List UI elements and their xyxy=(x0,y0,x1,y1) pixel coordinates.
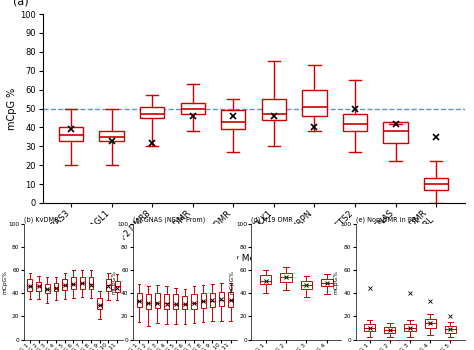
PathPatch shape xyxy=(364,324,375,331)
PathPatch shape xyxy=(301,281,312,289)
Y-axis label: mCpG%: mCpG% xyxy=(2,270,7,294)
PathPatch shape xyxy=(146,294,151,309)
PathPatch shape xyxy=(27,279,32,291)
PathPatch shape xyxy=(260,275,271,284)
PathPatch shape xyxy=(89,277,93,289)
PathPatch shape xyxy=(384,327,395,332)
PathPatch shape xyxy=(36,282,41,291)
PathPatch shape xyxy=(262,99,286,120)
Text: (d) H19 DMR: (d) H19 DMR xyxy=(251,216,293,223)
PathPatch shape xyxy=(210,293,215,307)
Y-axis label: mCpG%: mCpG% xyxy=(334,270,339,294)
PathPatch shape xyxy=(106,279,111,291)
Text: (e) Non-DMR in PBL: (e) Non-DMR in PBL xyxy=(356,216,419,223)
PathPatch shape xyxy=(173,294,178,309)
PathPatch shape xyxy=(164,294,169,309)
PathPatch shape xyxy=(140,107,164,118)
PathPatch shape xyxy=(404,324,416,331)
PathPatch shape xyxy=(191,294,197,309)
Text: (c) GNAS (NESP Prom): (c) GNAS (NESP Prom) xyxy=(133,216,205,223)
PathPatch shape xyxy=(425,319,436,328)
PathPatch shape xyxy=(80,277,84,289)
PathPatch shape xyxy=(181,103,205,114)
PathPatch shape xyxy=(221,110,246,129)
PathPatch shape xyxy=(302,90,327,116)
PathPatch shape xyxy=(155,293,160,308)
PathPatch shape xyxy=(445,326,456,332)
Y-axis label: mCpG%: mCpG% xyxy=(111,270,116,294)
PathPatch shape xyxy=(228,292,233,307)
PathPatch shape xyxy=(54,283,58,291)
PathPatch shape xyxy=(45,284,50,293)
PathPatch shape xyxy=(182,296,187,309)
PathPatch shape xyxy=(137,293,142,307)
PathPatch shape xyxy=(281,273,292,282)
PathPatch shape xyxy=(321,279,333,286)
PathPatch shape xyxy=(383,122,408,142)
Y-axis label: mCpG%: mCpG% xyxy=(229,270,235,294)
Text: (b) KvDMR: (b) KvDMR xyxy=(24,216,58,223)
PathPatch shape xyxy=(201,293,206,308)
PathPatch shape xyxy=(424,178,448,190)
PathPatch shape xyxy=(343,114,367,131)
PathPatch shape xyxy=(115,281,119,292)
PathPatch shape xyxy=(71,277,76,289)
PathPatch shape xyxy=(59,127,83,141)
PathPatch shape xyxy=(97,298,102,309)
PathPatch shape xyxy=(219,292,224,306)
PathPatch shape xyxy=(100,131,124,141)
PathPatch shape xyxy=(63,279,67,290)
Text: (a): (a) xyxy=(13,0,29,6)
Y-axis label: mCpG %: mCpG % xyxy=(7,88,17,130)
X-axis label: Differentially Methylated Region: Differentially Methylated Region xyxy=(180,254,327,263)
